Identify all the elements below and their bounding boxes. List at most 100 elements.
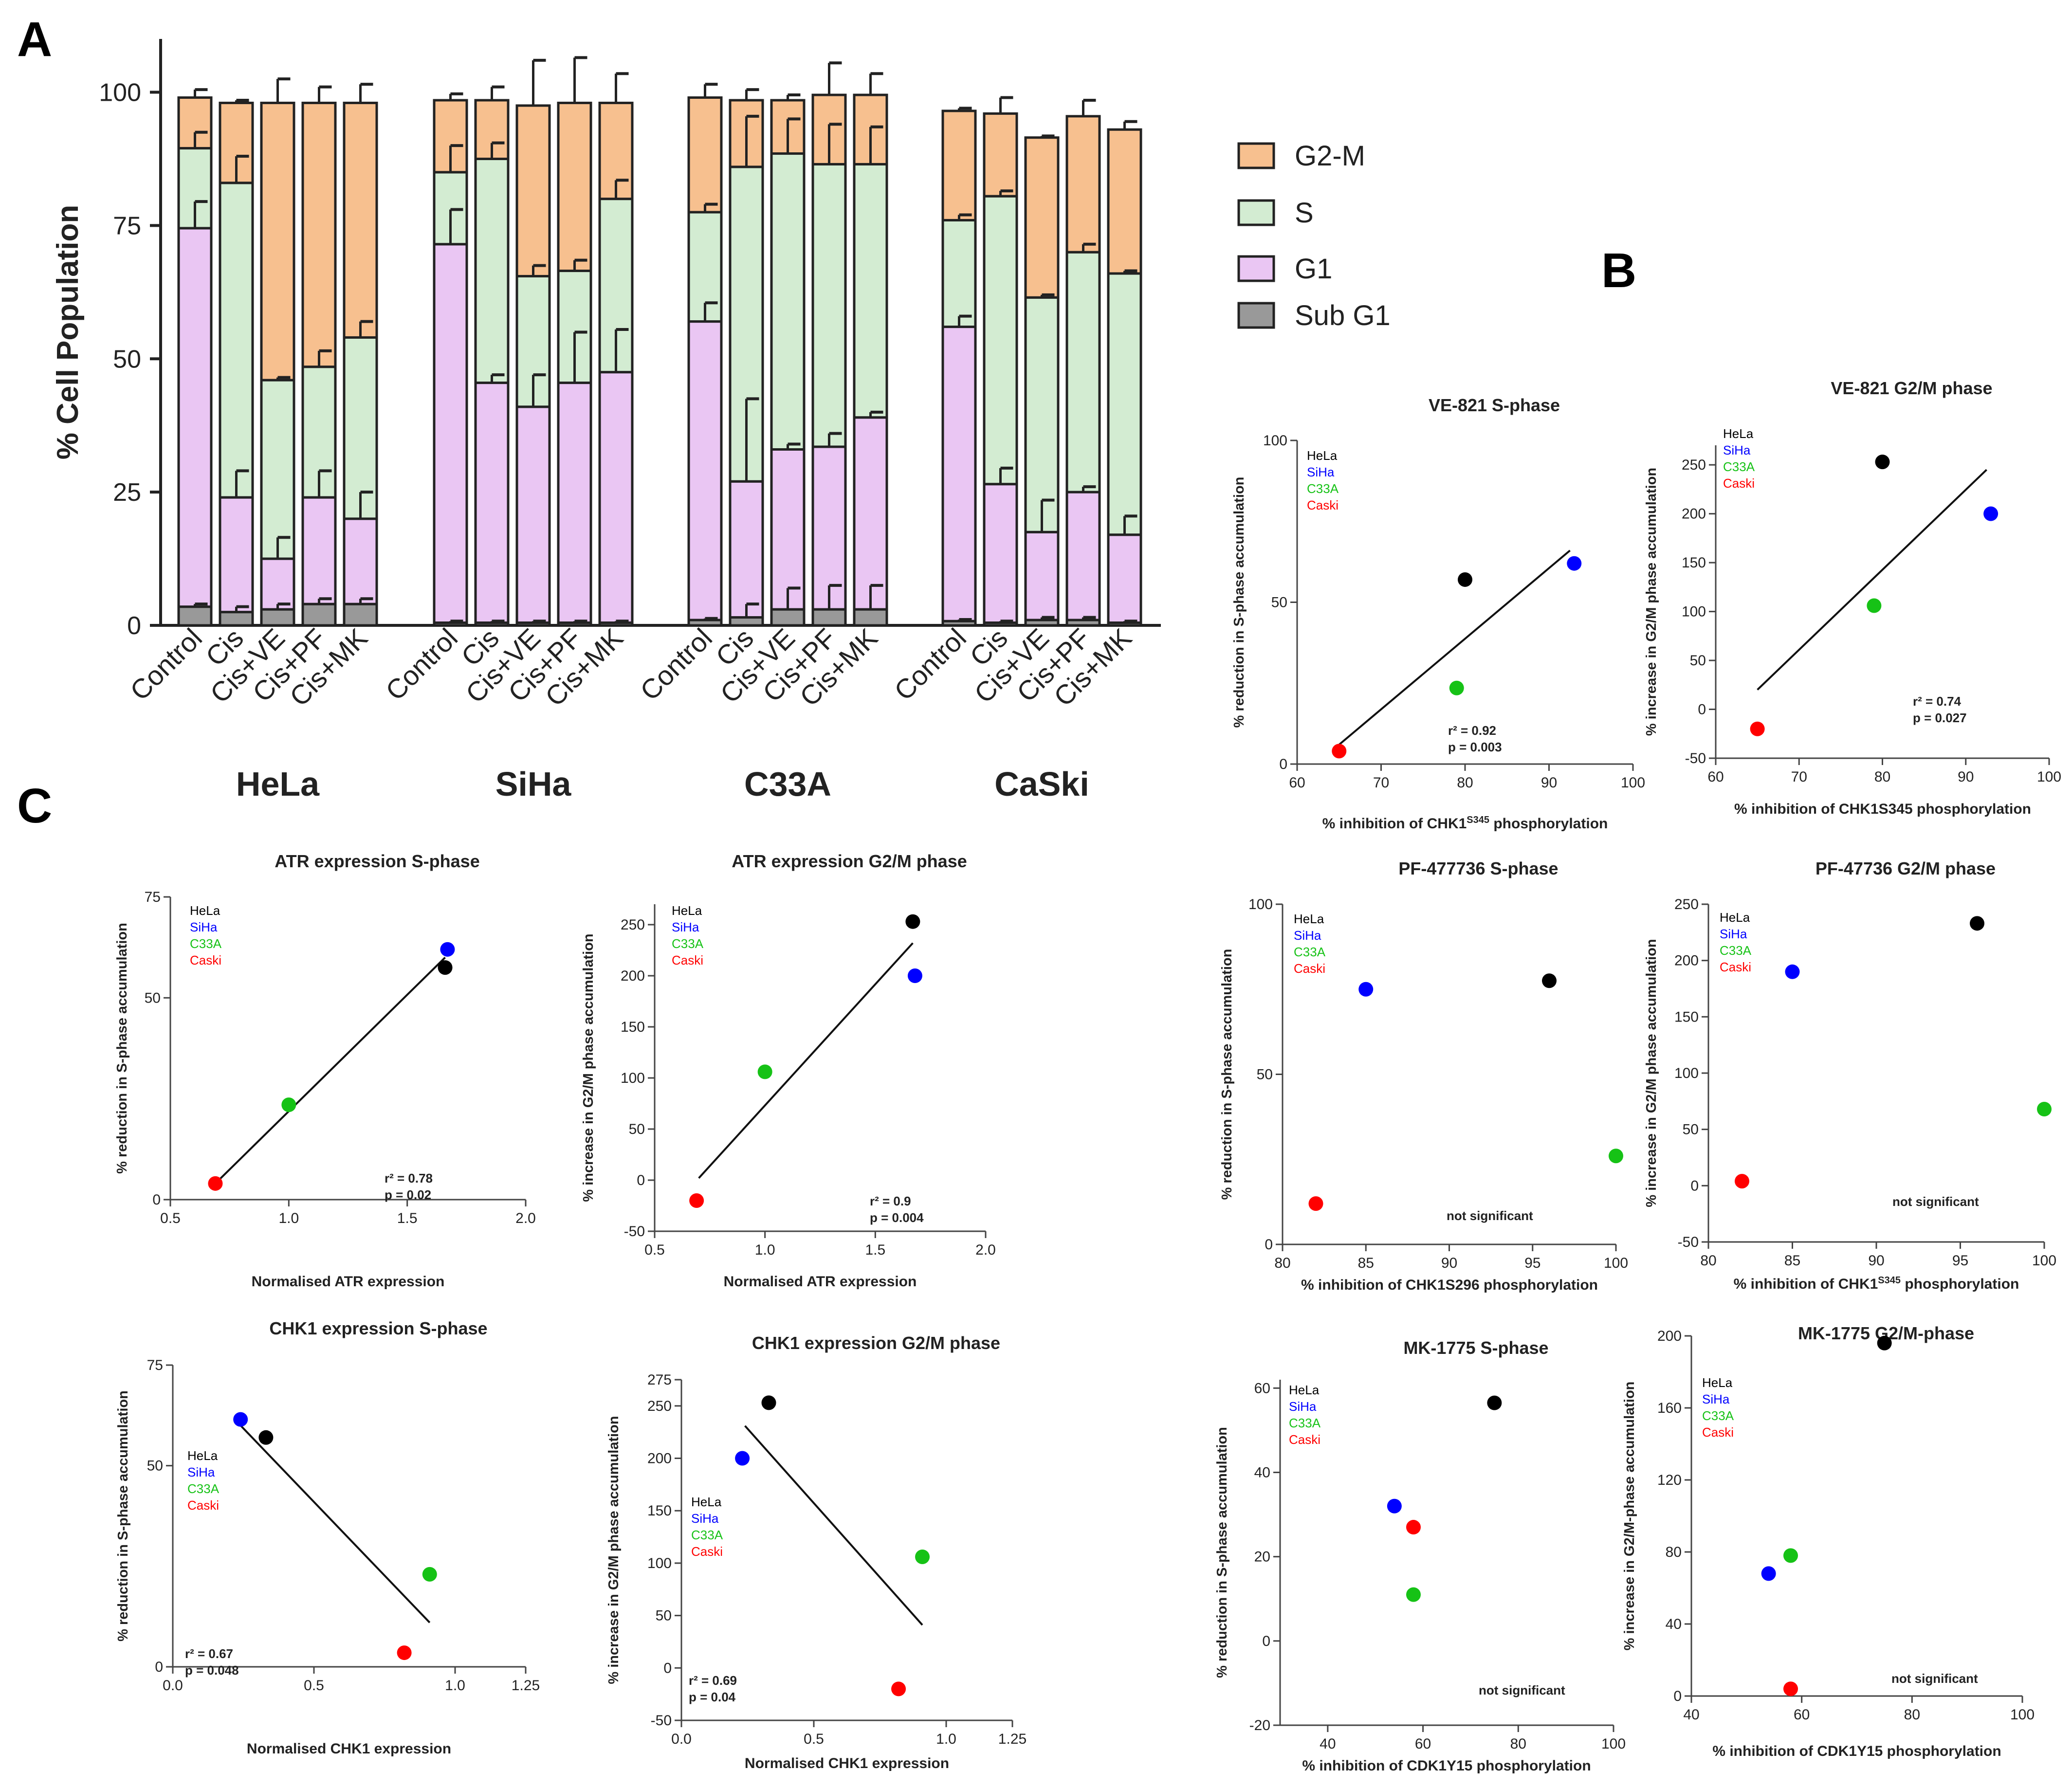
bar-segment-g1 xyxy=(260,557,295,611)
legend-label-c33a: C33A xyxy=(1702,1408,1734,1423)
legend-label-hela: HeLa xyxy=(1723,426,1754,441)
y-tick-label: -50 xyxy=(624,1223,645,1240)
stat-annotation: r² = 0.78 xyxy=(385,1171,433,1186)
bar-segment-g2m xyxy=(343,101,378,339)
stat-annotation: r² = 0.74 xyxy=(1913,694,1962,709)
chart-title: VE-821 S-phase xyxy=(1429,395,1560,415)
x-axis-title-part: Normalised ATR expression xyxy=(724,1274,917,1290)
y-tick-label: 75 xyxy=(145,889,161,905)
y-tick-label: 0 xyxy=(155,1659,163,1675)
x-axis-title: % inhibition of CHK1S345 phosphorylation xyxy=(1734,801,2031,817)
legend-label-hela: HeLa xyxy=(691,1495,722,1509)
y-tick-label: 0 xyxy=(1698,702,1706,718)
x-tick-label: 60 xyxy=(1289,775,1305,791)
legend-label: S xyxy=(1295,197,1314,229)
legend-label-siha: SiHa xyxy=(1307,465,1335,479)
chart-title: CHK1 expression G2/M phase xyxy=(752,1333,1000,1353)
bar-segment-s xyxy=(474,157,510,384)
y-axis-title: % reduction in S-phase accumulation xyxy=(1219,949,1235,1200)
legend-label-caski: Caski xyxy=(1294,961,1325,976)
data-point-caski xyxy=(397,1645,412,1660)
x-tick-label: 90 xyxy=(1541,775,1557,791)
stat-annotation: r² = 0.9 xyxy=(870,1194,911,1208)
x-tick-label: Control xyxy=(888,622,972,706)
bar-segment-g1 xyxy=(811,445,847,611)
bar-segment-s xyxy=(1107,272,1142,536)
y-tick-label: 250 xyxy=(647,1398,672,1414)
legend-label-hela: HeLa xyxy=(1720,910,1750,925)
y-tick-label: 275 xyxy=(647,1372,672,1388)
x-axis-title: % inhibition of CHK1S296 phosphorylation xyxy=(1301,1277,1598,1293)
stat-annotation: r² = 0.69 xyxy=(689,1673,737,1688)
bar-segment-subg1 xyxy=(177,605,213,627)
y-axis-title: % reduction in S-phase accumulation xyxy=(1231,477,1247,728)
x-tick-label: 100 xyxy=(1621,775,1645,791)
scatter-chk1-g2m-phase: 0.0 0.5 1.0 1.25 -50 0 50 100 150 200 250 275 CHK1 e… xyxy=(606,1333,1027,1771)
legend-label-caski: Caski xyxy=(190,953,221,967)
data-point-c33a xyxy=(1406,1587,1421,1602)
regression-line xyxy=(239,1424,431,1624)
x-tick-label: 0.5 xyxy=(160,1210,181,1226)
y-tick-label: 100 xyxy=(1263,433,1287,449)
bar-segment-g1 xyxy=(515,405,551,624)
bar-segment-subg1 xyxy=(301,602,337,627)
data-point-c33a xyxy=(2037,1102,2052,1117)
data-point-siha xyxy=(1567,556,1582,571)
y-tick-label: 100 xyxy=(1248,896,1273,912)
stat-annotation: not significant xyxy=(1891,1671,1978,1686)
x-tick-label: 100 xyxy=(2032,1253,2056,1269)
chart-title: ATR expression G2/M phase xyxy=(732,851,967,871)
x-tick-label: Control xyxy=(380,622,463,706)
x-tick-label: 80 xyxy=(1274,1255,1290,1271)
data-point-hela xyxy=(1970,916,1984,931)
data-point-c33a xyxy=(1609,1149,1623,1164)
y-tick-label: 50 xyxy=(1257,1067,1273,1083)
bar-segment-g1 xyxy=(343,517,378,605)
x-axis-title-superscript: S345 xyxy=(1467,815,1489,825)
x-tick-label: 1.0 xyxy=(278,1210,299,1226)
legend-label-hela: HeLa xyxy=(1702,1375,1733,1390)
x-tick-label: 40 xyxy=(1320,1736,1336,1752)
legend-label-c33a: C33A xyxy=(1294,945,1326,959)
data-point-siha xyxy=(233,1412,248,1427)
stat-annotation: p = 0.02 xyxy=(385,1187,431,1202)
x-axis-title: % inhibition of CHK1S345 phosphorylation xyxy=(1734,1275,2019,1292)
x-tick-label: 1.0 xyxy=(445,1678,465,1694)
legend-label-c33a: C33A xyxy=(691,1528,723,1542)
stat-annotation: not significant xyxy=(1447,1208,1533,1223)
x-tick-label: 90 xyxy=(1868,1253,1884,1269)
x-tick-label: 95 xyxy=(1524,1255,1540,1271)
regression-line xyxy=(744,1425,923,1626)
y-tick-label: 200 xyxy=(1674,953,1699,969)
x-axis-title: Normalised CHK1 expression xyxy=(247,1741,451,1757)
data-point-hela xyxy=(905,914,920,929)
data-point-siha xyxy=(735,1451,750,1466)
legend-swatch-g2m xyxy=(1237,142,1275,169)
x-tick-label: 1.0 xyxy=(755,1242,775,1258)
data-point-c33a xyxy=(281,1097,296,1113)
y-tick-label: -50 xyxy=(1685,750,1706,766)
bar-segment-g1 xyxy=(853,416,888,611)
bar-segment-s xyxy=(853,163,888,419)
bar-segment-g1 xyxy=(1107,533,1142,624)
y-tick-label: 250 xyxy=(1674,896,1699,912)
y-tick-label: 0 xyxy=(1262,1633,1270,1649)
legend-label-caski: Caski xyxy=(187,1498,219,1513)
bar-segment-g2m xyxy=(941,109,977,221)
x-axis-title: % inhibition of CDK1Y15 phosphorylation xyxy=(1712,1743,2001,1759)
x-axis-title-part: phosphorylation xyxy=(1901,1276,2019,1292)
panel-label-b: B xyxy=(1601,243,1636,298)
legend-label-hela: HeLa xyxy=(1307,448,1338,463)
y-axis-title: % Cell Population xyxy=(51,205,85,460)
bar-segment-g1 xyxy=(687,320,723,621)
y-tick-label: 150 xyxy=(621,1019,645,1035)
data-point-siha xyxy=(1387,1498,1402,1514)
legend-label-c33a: C33A xyxy=(1723,459,1755,474)
legend-label-c33a: C33A xyxy=(1289,1416,1321,1430)
legend-swatch-s xyxy=(1237,199,1275,226)
legend-label: Sub G1 xyxy=(1295,300,1391,331)
x-tick-label: 70 xyxy=(1791,769,1807,785)
x-axis-title-part: % inhibition of CHK1 xyxy=(1734,1276,1878,1292)
y-tick-label: 150 xyxy=(1674,1009,1699,1025)
x-tick-label: 80 xyxy=(1510,1736,1526,1752)
